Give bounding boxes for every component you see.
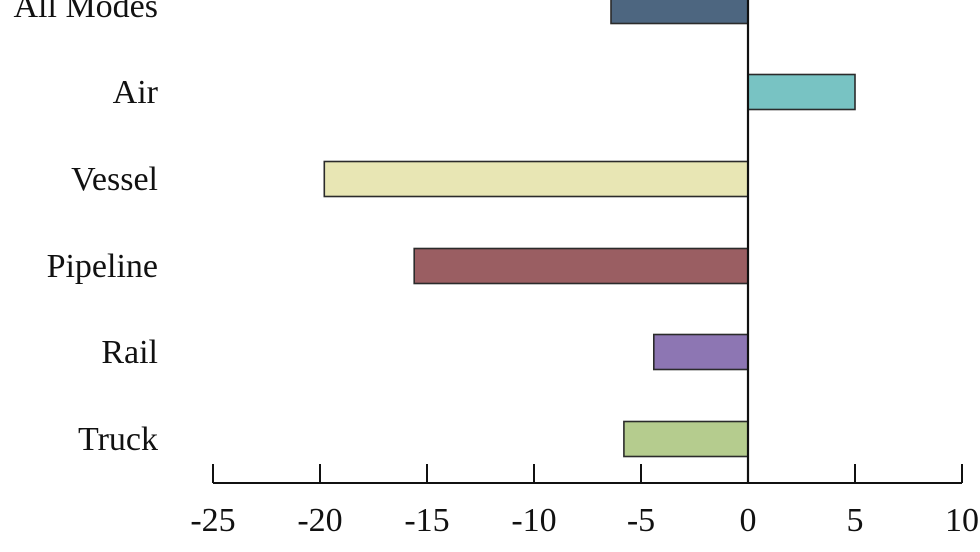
x-axis: -25 -20 -15 -10 -5 0 5 10 — [190, 464, 979, 539]
x-tick-label: 0 — [740, 502, 757, 539]
category-labels: All Modes Air Vessel Pipeline Rail Truck — [14, 0, 159, 458]
category-label-all-modes: All Modes — [14, 0, 159, 25]
x-tick-label: -25 — [190, 502, 235, 539]
bar-vessel — [323, 160, 749, 198]
x-tick-label: -10 — [511, 502, 556, 539]
x-tick-label: 5 — [847, 502, 864, 539]
x-tick-label: 10 — [945, 502, 979, 539]
bars-layer — [323, 0, 856, 458]
bar-pipeline — [413, 247, 749, 285]
bar-truck — [623, 420, 749, 458]
category-label-rail: Rail — [101, 334, 158, 371]
bar-all-modes — [610, 0, 749, 25]
bar-rail — [652, 333, 749, 371]
bar-air — [747, 73, 856, 111]
category-label-air: Air — [113, 74, 159, 111]
category-label-vessel: Vessel — [71, 161, 158, 198]
x-tick-label: -20 — [297, 502, 342, 539]
x-tick-label: -5 — [627, 502, 655, 539]
category-label-pipeline: Pipeline — [47, 248, 158, 285]
x-tick-label: -15 — [404, 502, 449, 539]
category-label-truck: Truck — [78, 421, 158, 458]
